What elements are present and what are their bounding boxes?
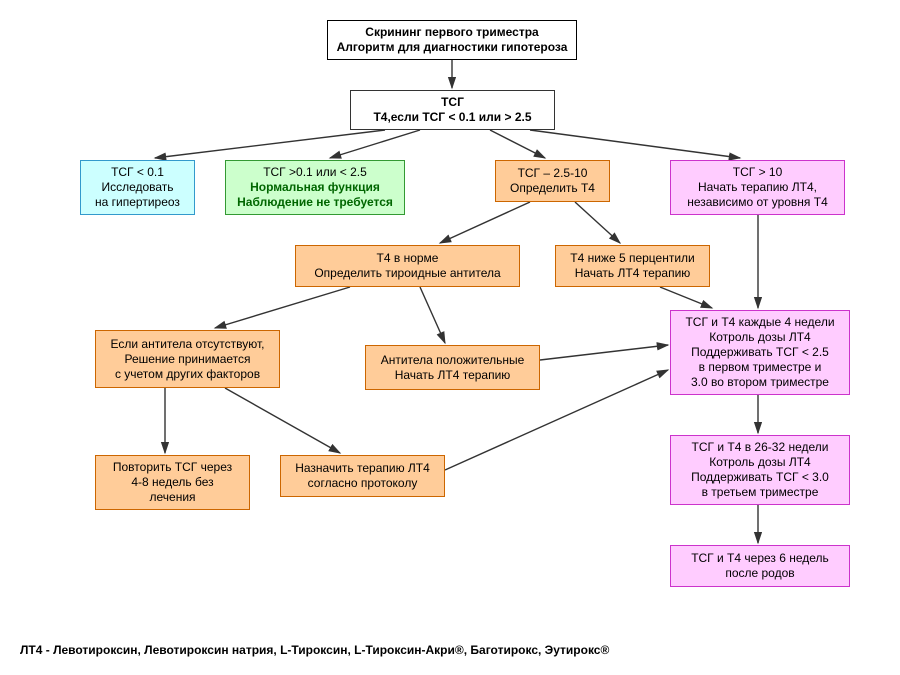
t: ТСГ < 0.1 (111, 165, 164, 180)
node-pink4: ТСГ и Т4 через 6 недель после родов (670, 545, 850, 587)
t: лечения (149, 490, 195, 505)
t: Определить тироидные антитела (314, 266, 500, 281)
t: ТСГ >0.1 или < 2.5 (263, 165, 367, 180)
t: Поддерживать ТСГ < 2.5 (691, 345, 829, 360)
t: Т4 ниже 5 перцентили (570, 251, 695, 266)
t: Скрининг первого триместра (365, 25, 538, 40)
t: в третьем триместре (702, 485, 819, 500)
t: Определить Т4 (510, 181, 595, 196)
t: Если антитела отсутствуют, (110, 337, 264, 352)
t: Поддерживать ТСГ < 3.0 (691, 470, 829, 485)
t: Т4 в норме (377, 251, 439, 266)
t: ТСГ и Т4 каждые 4 недели (685, 315, 834, 330)
t: Антитела положительные (381, 353, 525, 368)
t: независимо от уровня Т4 (687, 195, 828, 210)
t: 4-8 недель без (131, 475, 213, 490)
node-or1: ТСГ – 2.5-10 Определить Т4 (495, 160, 610, 202)
t: ТСГ и Т4 через 6 недель (691, 551, 829, 566)
node-or2: Т4 в норме Определить тироидные антитела (295, 245, 520, 287)
t: Начать ЛТ4 терапию (395, 368, 511, 383)
t: ТСГ – 2.5-10 (518, 166, 588, 181)
t: Т4,если ТСГ < 0.1 или > 2.5 (373, 110, 531, 125)
t: Алгоритм для диагностики гипотероза (337, 40, 568, 55)
t: в первом триместре и (699, 360, 822, 375)
t: Назначить терапию ЛТ4 (295, 461, 430, 476)
t: Решение принимается (124, 352, 250, 367)
t: согласно протоколу (308, 476, 418, 491)
t: Начать ЛТ4 терапию (575, 266, 691, 281)
node-or3: Т4 ниже 5 перцентили Начать ЛТ4 терапию (555, 245, 710, 287)
t: на гипертиреоз (95, 195, 180, 210)
t: Котроль дозы ЛТ4 (709, 330, 810, 345)
t: Нормальная функция (250, 180, 380, 195)
t: 3.0 во втором триместре (691, 375, 829, 390)
node-pink1: ТСГ > 10 Начать терапию ЛТ4, независимо … (670, 160, 845, 215)
node-cyan: ТСГ < 0.1 Исследовать на гипертиреоз (80, 160, 195, 215)
node-or5: Антитела положительные Начать ЛТ4 терапи… (365, 345, 540, 390)
node-pink2: ТСГ и Т4 каждые 4 недели Котроль дозы ЛТ… (670, 310, 850, 395)
t: Исследовать (101, 180, 173, 195)
t: после родов (725, 566, 794, 581)
t: ТСГ > 10 (733, 165, 783, 180)
node-pink3: ТСГ и Т4 в 26-32 недели Котроль дозы ЛТ4… (670, 435, 850, 505)
node-title: Скрининг первого триместра Алгоритм для … (327, 20, 577, 60)
t: Наблюдение не требуется (237, 195, 393, 210)
t: с учетом других факторов (115, 367, 260, 382)
t: Повторить ТСГ через (113, 460, 232, 475)
t: Котроль дозы ЛТ4 (709, 455, 810, 470)
node-or6: Повторить ТСГ через 4-8 недель без лечен… (95, 455, 250, 510)
t: ТСГ и Т4 в 26-32 недели (692, 440, 829, 455)
node-or7: Назначить терапию ЛТ4 согласно протоколу (280, 455, 445, 497)
t: Начать терапию ЛТ4, (698, 180, 817, 195)
node-green: ТСГ >0.1 или < 2.5 Нормальная функция На… (225, 160, 405, 215)
node-root: ТСГ Т4,если ТСГ < 0.1 или > 2.5 (350, 90, 555, 130)
t: ТСГ (441, 95, 464, 110)
node-or4: Если антитела отсутствуют, Решение прини… (95, 330, 280, 388)
footer-note: ЛТ4 - Левотироксин, Левотироксин натрия,… (20, 643, 609, 657)
